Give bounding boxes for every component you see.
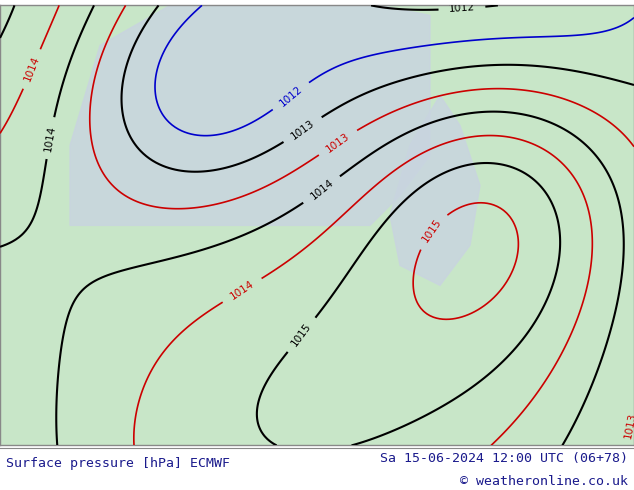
Text: 1014: 1014 — [22, 55, 41, 83]
Text: 1014: 1014 — [43, 124, 57, 152]
Polygon shape — [390, 96, 480, 285]
Text: 1012: 1012 — [448, 2, 476, 14]
Polygon shape — [0, 5, 634, 445]
Text: 1012: 1012 — [278, 84, 304, 108]
Text: 1013: 1013 — [289, 118, 316, 142]
Polygon shape — [70, 5, 430, 225]
Text: 1014: 1014 — [228, 279, 256, 302]
Text: © weatheronline.co.uk: © weatheronline.co.uk — [460, 475, 628, 488]
Text: 1015: 1015 — [290, 321, 313, 348]
Text: 1013: 1013 — [623, 412, 634, 440]
Text: 1013: 1013 — [324, 131, 351, 154]
Text: Sa 15-06-2024 12:00 UTC (06+78): Sa 15-06-2024 12:00 UTC (06+78) — [380, 452, 628, 465]
Text: 1015: 1015 — [420, 217, 443, 245]
Text: 1014: 1014 — [308, 177, 335, 202]
Text: Surface pressure [hPa] ECMWF: Surface pressure [hPa] ECMWF — [6, 457, 230, 469]
